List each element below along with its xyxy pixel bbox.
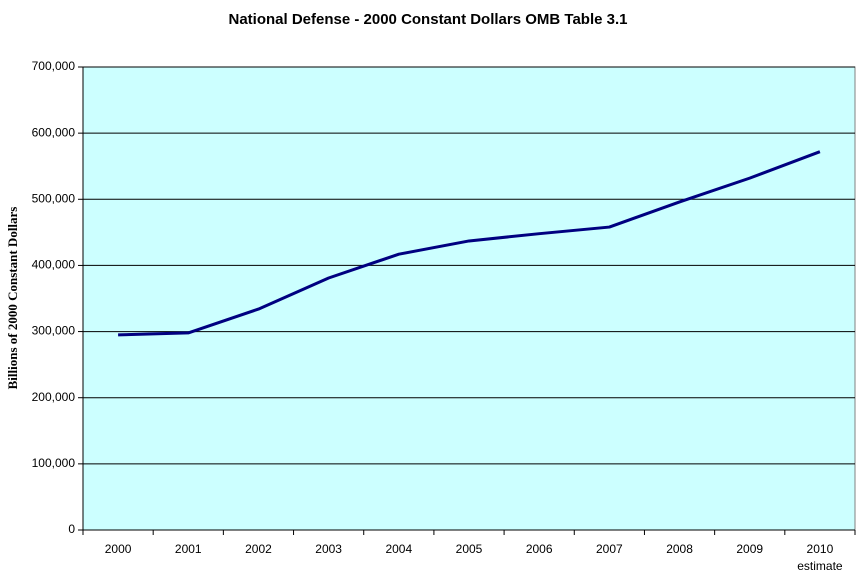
x-tick-label: 2002 — [245, 542, 272, 556]
x-tick-label: 2003 — [315, 542, 342, 556]
y-axis-label: Billions of 2000 Constant Dollars — [5, 207, 20, 390]
x-tick-label: 2008 — [666, 542, 693, 556]
y-tick-label: 300,000 — [32, 324, 76, 338]
plot-area — [82, 66, 856, 531]
data-line — [118, 150, 821, 337]
chart-title: National Defense - 2000 Constant Dollars… — [229, 11, 628, 28]
x-tick-label: 2000 — [105, 542, 132, 556]
y-tick-label: 600,000 — [32, 125, 76, 139]
annotation: estimate — [797, 559, 843, 573]
x-tick-label: 2009 — [736, 542, 763, 556]
y-tick-label: 0 — [68, 522, 75, 536]
y-tick-label: 100,000 — [32, 456, 76, 470]
x-tick-label: 2005 — [456, 542, 483, 556]
x-tick-label: 2004 — [385, 542, 412, 556]
x-tick-label: 2006 — [526, 542, 553, 556]
x-tick-label: 2001 — [175, 542, 202, 556]
y-tick-label: 400,000 — [32, 258, 76, 272]
y-tick-label: 500,000 — [32, 191, 76, 205]
x-tick-label: 2010 — [807, 542, 834, 556]
y-tick-label: 700,000 — [32, 59, 76, 73]
x-tick-label: 2007 — [596, 542, 623, 556]
y-tick-label: 200,000 — [32, 390, 76, 404]
